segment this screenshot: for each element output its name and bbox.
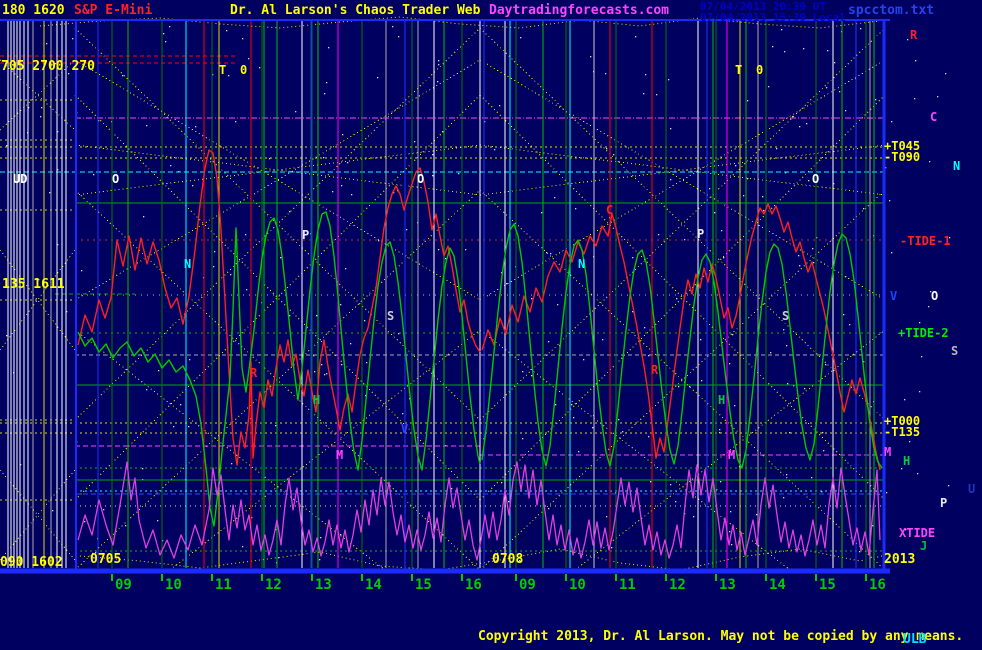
chart-letter-r-18: R: [651, 363, 659, 377]
date-label-day2: 0708: [492, 552, 524, 567]
chart-letter-p-5: P: [302, 228, 310, 242]
series--tide-1: [77, 149, 881, 471]
chart-letter-ud-0: UD: [13, 172, 28, 186]
hour-label-day1-12: 12: [265, 577, 282, 593]
hour-label-day2-13: 13: [719, 577, 736, 593]
hour-label-day1-11: 11: [215, 577, 232, 593]
chart-letter-s-6: S: [387, 309, 395, 323]
copyright-overlay-text: ULB: [903, 632, 927, 647]
right-scale-label-r: R: [910, 28, 918, 42]
series--tide-2: [77, 211, 883, 527]
chart-letter-s-17: S: [782, 309, 790, 323]
copyright-text: Copyright 2013, Dr. Al Larson. May not b…: [478, 629, 964, 644]
right-scale-label-t135: -T135: [884, 425, 921, 439]
left-scale-label-1: 135 1611: [2, 277, 65, 292]
hour-label-day1-15: 15: [415, 577, 432, 593]
date-label-day1: 0705: [90, 552, 122, 567]
right-scale-label-c: C: [930, 110, 938, 124]
chart-letter-v-9: V: [401, 422, 409, 436]
page-title: Dr. Al Larson's Chaos Trader Web: [230, 3, 481, 18]
series-xtide: [77, 461, 881, 561]
chart-letter-0-13: 0: [756, 63, 764, 77]
right-scale-label-n: N: [953, 159, 961, 173]
chart-letter-h-19: H: [718, 393, 726, 407]
right-scale-label-s: S: [951, 344, 959, 358]
symbol-label: S&P E-Mini: [74, 3, 153, 18]
chart-frame: [0, 19, 890, 574]
hour-label-day2-15: 15: [819, 577, 836, 593]
chart-letter-n-15: N: [578, 257, 586, 271]
right-scale-label-t045: +T045: [884, 139, 921, 153]
right-scale-label-o: O: [931, 289, 939, 303]
horizontal-levels: [0, 55, 884, 552]
chart-letter-t-2: T: [219, 63, 227, 77]
chart-letter-o-1: O: [112, 172, 120, 186]
right-scale-label-j: J: [920, 539, 928, 553]
timestamp-ut: 07/04/2013 20:39 UT: [700, 0, 826, 13]
right-scale-label-xtide: XTIDE: [899, 526, 936, 540]
chart-letter-o-11: O: [417, 172, 425, 186]
left-price-scale-header: 180 1620: [2, 3, 65, 18]
hour-label-day2-16: 16: [869, 577, 886, 593]
left-scale-label-2: 090 1602: [0, 555, 63, 570]
right-scale-label-t000: +T000: [884, 414, 921, 428]
right-scale-label-tide1: -TIDE-1: [900, 234, 951, 248]
chart-letter-p-16: P: [697, 227, 705, 241]
chart-letter-o-21: O: [812, 172, 820, 186]
chart-letter-n-4: N: [184, 257, 192, 271]
hour-label-day2-10: 10: [569, 577, 586, 593]
hour-label-day1-09: 09: [115, 577, 132, 593]
data-filename[interactable]: spcctom.txt: [848, 3, 935, 18]
year-label: 2013: [884, 552, 916, 567]
right-scale-label-tide2: +TIDE-2: [898, 326, 949, 340]
hour-label-day1-14: 14: [365, 577, 382, 593]
right-scale-label-m: M: [884, 445, 892, 459]
hour-label-day1-10: 10: [165, 577, 182, 593]
site-link[interactable]: Daytradingforecasts.com: [489, 3, 670, 18]
timestamp-local: 07/04/2013 15:39 Local: [700, 11, 846, 24]
grid-verticals: [7, 21, 875, 568]
right-scale-label-u: U: [968, 482, 976, 496]
hour-label-day2-14: 14: [769, 577, 786, 593]
right-scale-label-v: V: [890, 289, 898, 303]
hour-label-day1-13: 13: [315, 577, 332, 593]
right-scale-label-p: P: [940, 496, 948, 510]
chart-letter-t-12: T: [735, 63, 743, 77]
axis-ticks: [111, 574, 867, 581]
chart-letter-m-10: M: [336, 448, 344, 462]
hour-label-day2-09: 09: [519, 577, 536, 593]
right-scale-label-h: H: [903, 454, 911, 468]
hour-label-day1-16: 16: [465, 577, 482, 593]
chart-letter-m-20: M: [728, 448, 736, 462]
chart-letter-h-8: H: [313, 393, 321, 407]
right-scale-label-t090: -T090: [884, 150, 921, 164]
chart-letter-c-14: C: [606, 203, 614, 217]
hour-label-day2-12: 12: [669, 577, 686, 593]
hour-label-day2-11: 11: [619, 577, 636, 593]
left-scale-label-0: 705 2700 270: [1, 59, 95, 74]
chart-letter-0-3: 0: [240, 63, 248, 77]
chart-letter-r-7: R: [250, 366, 258, 380]
